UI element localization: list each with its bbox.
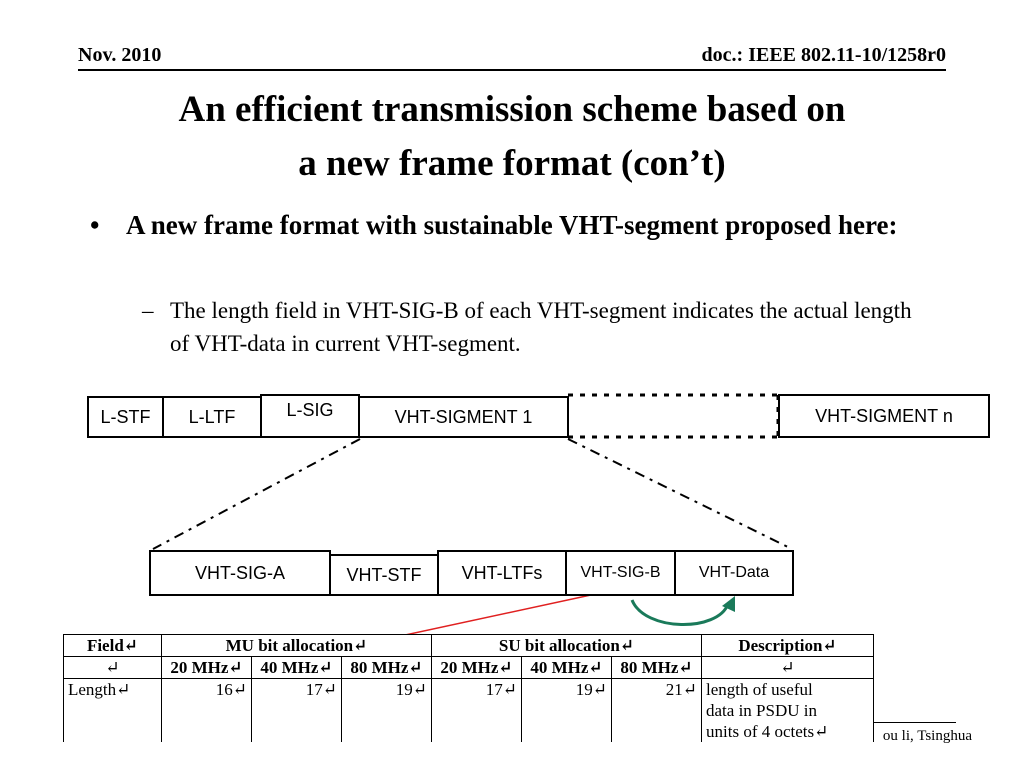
subheader-cell-mu-80: 80 MHz↵	[341, 656, 432, 679]
frame-field-label: L-STF	[100, 406, 151, 427]
main-bullet-text: A new frame format with sustainable VHT-…	[126, 210, 898, 240]
table-row: Length↵ 16↵ 17↵ 19↵ 17↵ 19↵ 21↵ length o…	[63, 678, 875, 742]
frame-field-vht-segment-n: VHT-SIGMENT n	[778, 394, 990, 438]
cell-mu-80: 19↵	[341, 678, 432, 742]
frame-field-l-stf: L-STF	[87, 396, 164, 438]
bit-allocation-table: Field↵ MU bit allocation↵ SU bit allocat…	[63, 634, 875, 742]
slide-title-line-2: a new frame format (con’t)	[298, 143, 726, 184]
table-header-row: Field↵ MU bit allocation↵ SU bit allocat…	[63, 634, 875, 657]
cell-field-length: Length↵	[63, 678, 162, 742]
zoom-line-left	[152, 438, 361, 550]
header-doc-id: doc.: IEEE 802.11-10/1258r0	[701, 44, 946, 66]
loop-arrow	[630, 599, 730, 626]
footer-divider	[873, 722, 956, 723]
cell-mu-20: 16↵	[161, 678, 252, 742]
subheader-cell-su-20: 20 MHz↵	[431, 656, 522, 679]
cell-description: length of useful data in PSDU in units o…	[701, 678, 875, 742]
description-line: units of 4 octets↵	[706, 722, 829, 741]
frame-field-label: L-SIG	[286, 400, 334, 420]
subheader-cell-mu-20: 20 MHz↵	[161, 656, 252, 679]
frame-field-label: VHT-SIGMENT 1	[394, 406, 533, 427]
sub-bullet-dash-icon: –	[142, 298, 154, 323]
frame-field-l-ltf: L-LTF	[162, 396, 262, 438]
header-cell-su: SU bit allocation↵	[430, 634, 703, 657]
subheader-cell-su-80: 80 MHz↵	[610, 656, 703, 679]
frame-field-vht-segment-1: VHT-SIGMENT 1	[358, 396, 569, 438]
detail-field-label: VHT-LTFs	[461, 562, 543, 583]
footer-author: ou li, Tsinghua	[882, 728, 972, 744]
detail-field-vht-sig-a: VHT-SIG-A	[149, 550, 331, 596]
detail-field-vht-sig-b: VHT-SIG-B	[565, 550, 676, 596]
subheader-cell-mu-40: 40 MHz↵	[251, 656, 342, 679]
frame-field-label: VHT-SIGMENT n	[815, 405, 953, 426]
detail-field-vht-stf: VHT-STF	[329, 554, 439, 596]
detail-field-label: VHT-SIG-A	[194, 562, 285, 583]
header-cell-field: Field↵	[63, 634, 162, 657]
bullet-dot-icon: •	[90, 210, 100, 240]
cell-su-80: 21↵	[610, 678, 703, 742]
header-divider	[78, 69, 946, 71]
zoom-line-right	[567, 438, 793, 550]
cell-su-20: 17↵	[431, 678, 522, 742]
description-line: data in PSDU in	[706, 701, 817, 720]
detail-field-vht-data: VHT-Data	[674, 550, 794, 596]
sub-bullet-text: The length field in VHT-SIG-B of each VH…	[170, 298, 912, 356]
table-subheader-row: ↵ 20 MHz↵ 40 MHz↵ 80 MHz↵ 20 MHz↵ 40 MHz…	[63, 656, 875, 679]
frame-field-label: L-LTF	[188, 406, 236, 427]
header-cell-mu: MU bit allocation↵	[161, 634, 432, 657]
detail-field-label: VHT-SIG-B	[580, 564, 661, 581]
cell-mu-40: 17↵	[251, 678, 342, 742]
detail-field-vht-ltfs: VHT-LTFs	[437, 550, 567, 596]
loop-arrowhead	[722, 596, 735, 612]
description-line: length of useful	[706, 680, 813, 699]
cell-su-40: 19↵	[521, 678, 612, 742]
detail-field-label: VHT-Data	[698, 564, 770, 581]
header-date: Nov. 2010	[78, 44, 162, 66]
subheader-cell-su-40: 40 MHz↵	[521, 656, 612, 679]
slide-title-line-1: An efficient transmission scheme based o…	[178, 89, 846, 130]
subheader-cell-description: ↵	[701, 656, 875, 679]
frame-field-l-sig: L-SIG	[260, 394, 360, 438]
subheader-cell-field: ↵	[63, 656, 162, 679]
detail-field-label: VHT-STF	[346, 564, 422, 585]
header-cell-description: Description↵	[701, 634, 875, 657]
